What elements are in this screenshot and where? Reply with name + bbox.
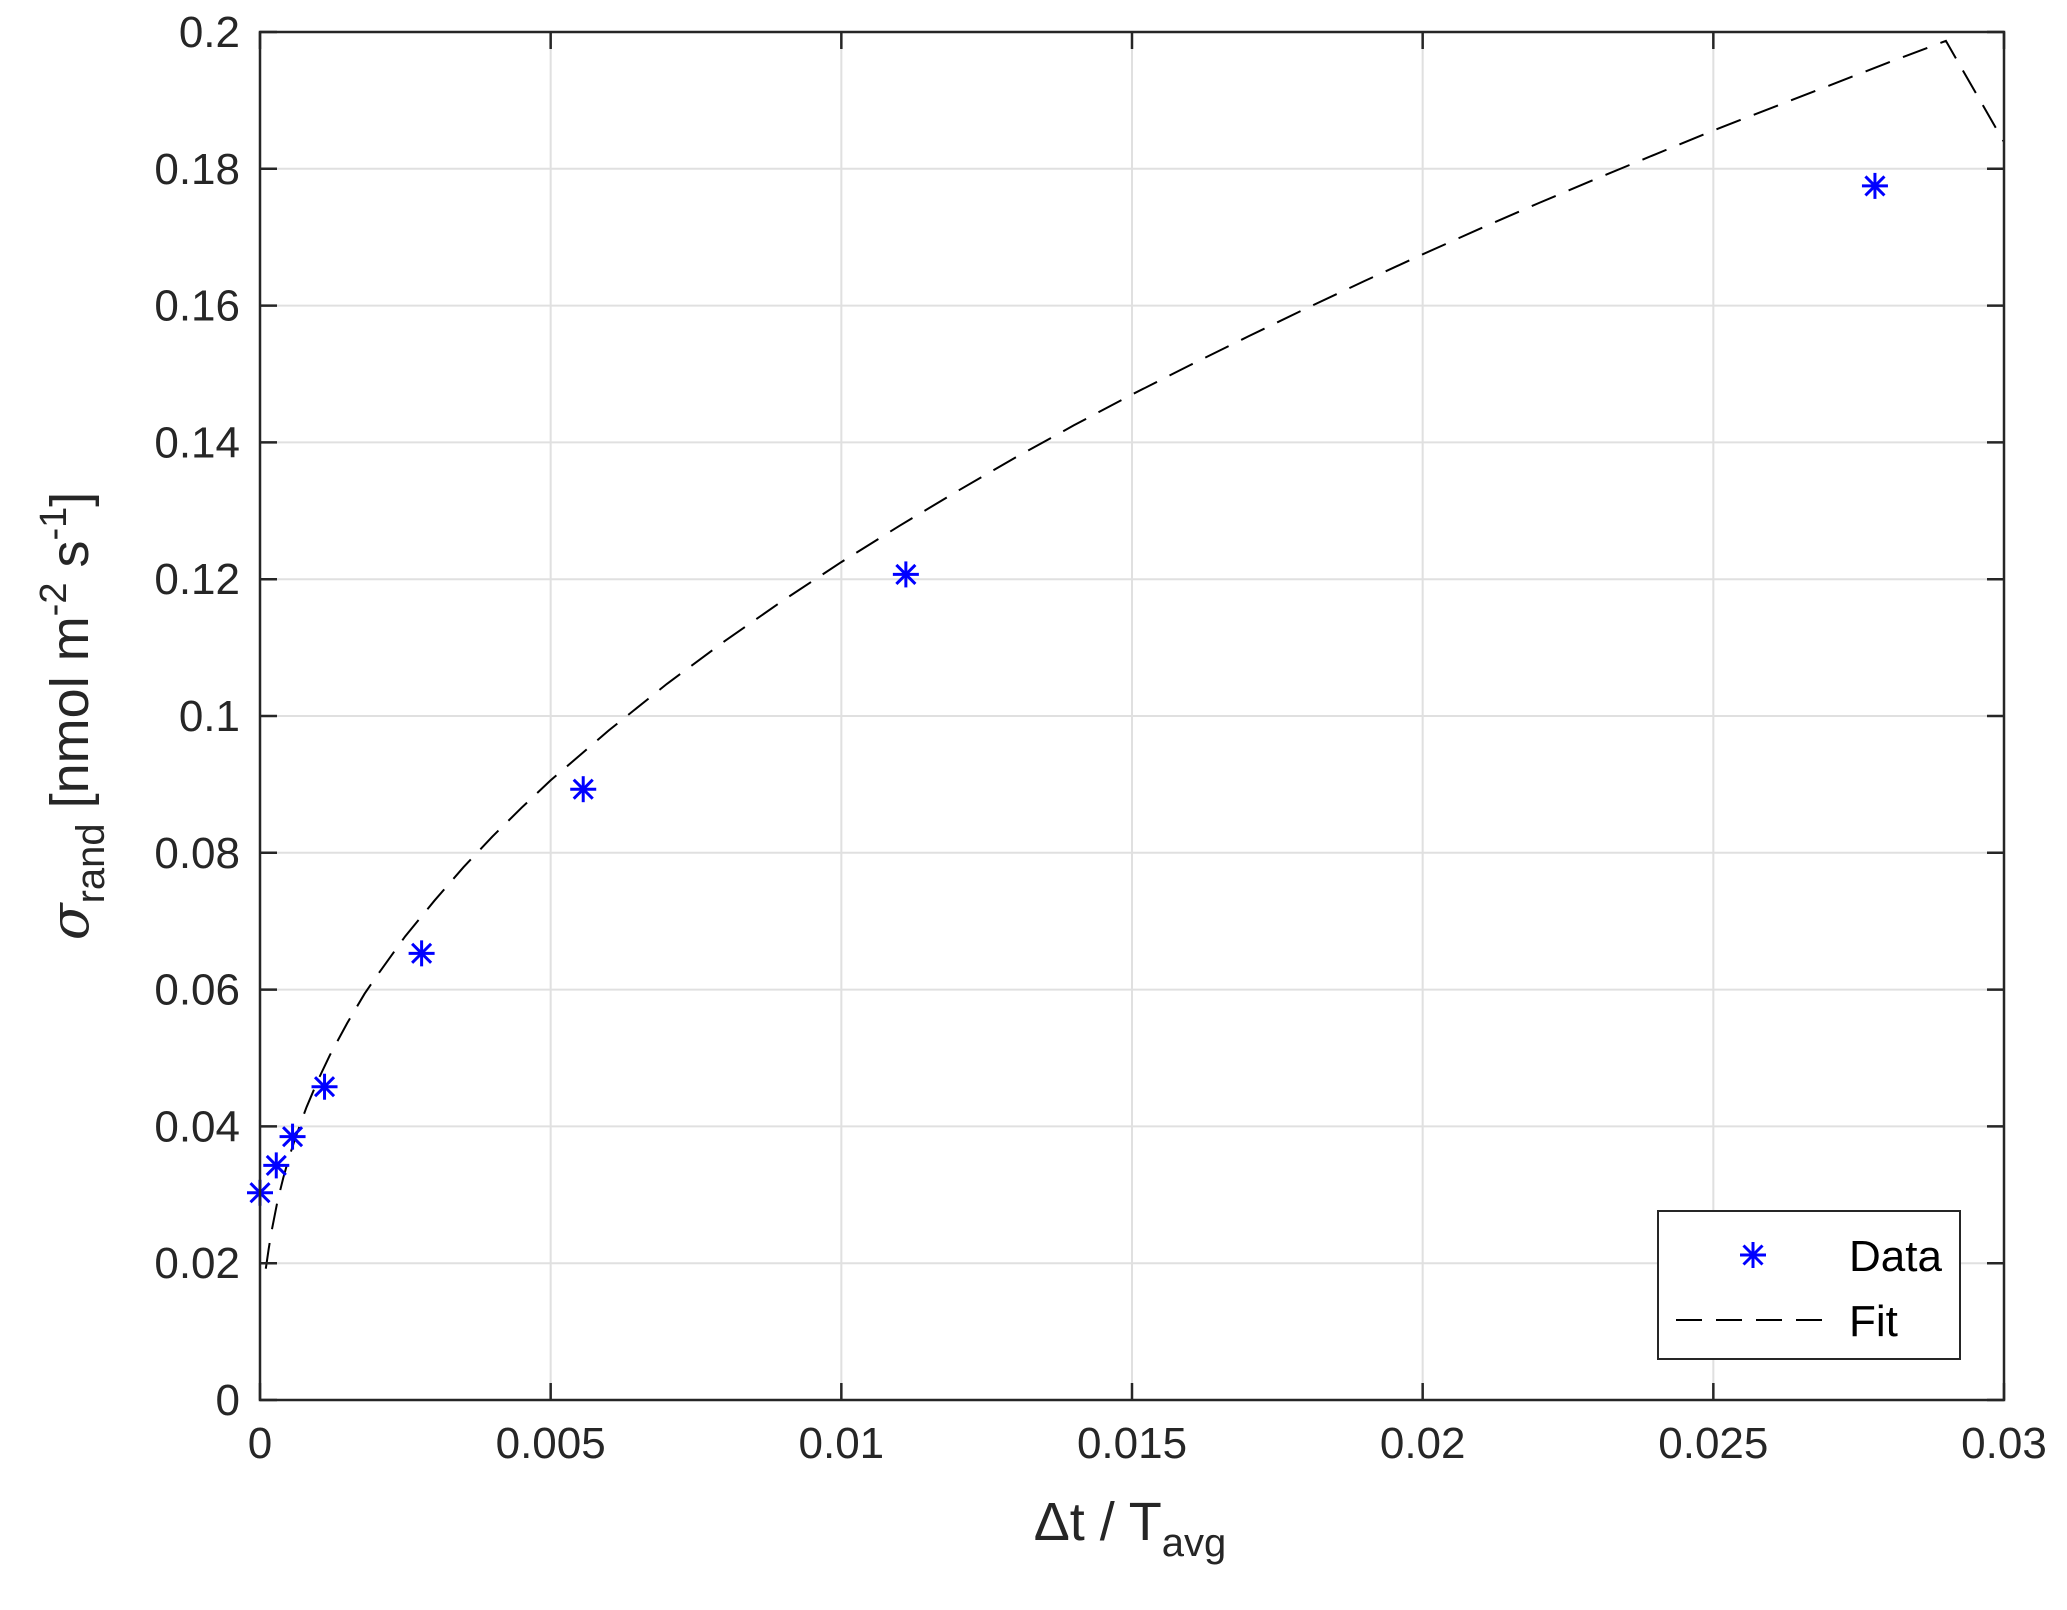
x-tick-labels: 0 0.005 0.01 0.015 0.02 0.025 0.03: [248, 1419, 2047, 1468]
y-tick-label: 0.18: [154, 145, 240, 194]
y-axis-label-sub: rand: [69, 823, 113, 903]
y-tick-label: 0.12: [154, 555, 240, 604]
fit-line: [264, 39, 2005, 1269]
x-tick-label: 0.01: [799, 1419, 885, 1468]
y-axis-label-exp1: -2: [33, 583, 75, 617]
marker-stroke: [411, 942, 433, 964]
axis-ticks: [258, 30, 2006, 1402]
y-tick-label: 0.2: [179, 8, 240, 57]
x-tick-label: 0.005: [496, 1419, 606, 1468]
y-tick-labels: 0 0.02 0.04 0.06 0.08 0.1 0.12 0.14 0.16 0.18 0.2: [154, 8, 240, 1425]
x-tick-label: 0.03: [1961, 1419, 2047, 1468]
legend: Data Fit: [1657, 1210, 1961, 1360]
legend-data-marker: [1740, 1242, 1766, 1268]
data-point: [279, 1123, 306, 1150]
x-axis-label-main: Δt / T: [1034, 1492, 1162, 1552]
y-tick-label: 0.14: [154, 418, 240, 467]
x-tick-label: 0.015: [1077, 1419, 1187, 1468]
y-axis-label-exp2: -1: [33, 507, 75, 541]
data-point: [1861, 172, 1888, 199]
data-point: [408, 940, 435, 967]
y-tick-label: 0: [216, 1376, 240, 1425]
y-axis-label-unit-start: [nmol m: [40, 616, 100, 823]
marker-stroke: [895, 563, 917, 585]
data-point: [892, 561, 919, 588]
y-tick-label: 0.06: [154, 966, 240, 1015]
y-axis-label-symbol: σ: [38, 901, 101, 940]
marker-stroke: [572, 778, 594, 800]
data-series: [247, 172, 1888, 1206]
legend-fit-label: Fit: [1849, 1297, 1898, 1346]
marker-stroke: [313, 1076, 336, 1098]
y-tick-label: 0.1: [179, 692, 240, 741]
legend-data-label: Data: [1849, 1232, 1942, 1281]
marker-stroke: [1742, 1244, 1764, 1266]
x-tick-label: 0: [248, 1419, 272, 1468]
y-tick-label: 0.08: [154, 829, 240, 878]
marker-stroke: [1864, 175, 1886, 197]
x-axis-label-sub: avg: [1162, 1521, 1227, 1565]
y-tick-label: 0.02: [154, 1239, 240, 1288]
fit-series: [264, 39, 2005, 1269]
y-axis-label-unit-mid: s: [40, 541, 100, 583]
legend-box: [1657, 1210, 1961, 1360]
legend-asterisk: [1740, 1242, 1766, 1268]
data-point: [263, 1152, 290, 1179]
data-point: [311, 1073, 338, 1100]
data-point: [570, 776, 597, 803]
x-tick-label: 0.02: [1380, 1419, 1466, 1468]
y-tick-label: 0.16: [154, 282, 240, 331]
y-tick-label: 0.04: [154, 1102, 240, 1151]
y-axis-label-unit-end: ]: [40, 492, 100, 507]
x-axis-label: Δt / Tavg: [1034, 1492, 1227, 1565]
x-tick-label: 0.025: [1658, 1419, 1768, 1468]
marker-stroke: [265, 1154, 287, 1176]
marker-stroke: [281, 1126, 304, 1148]
y-axis-label: σrand [nmol m-2 s-1]: [33, 492, 113, 941]
